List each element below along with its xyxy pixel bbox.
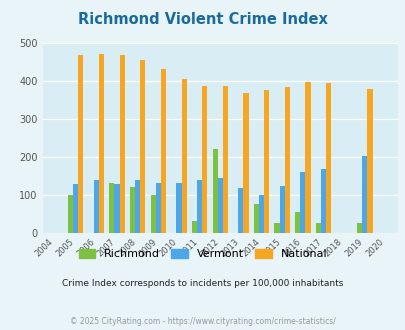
Bar bbox=[78, 55, 83, 233]
Bar bbox=[192, 221, 196, 233]
Bar bbox=[212, 149, 217, 233]
Bar bbox=[300, 172, 305, 233]
Bar bbox=[274, 223, 279, 233]
Bar bbox=[320, 169, 325, 233]
Text: © 2025 CityRating.com - https://www.cityrating.com/crime-statistics/: © 2025 CityRating.com - https://www.city… bbox=[70, 317, 335, 326]
Bar bbox=[217, 178, 222, 233]
Bar bbox=[258, 195, 264, 233]
Bar bbox=[109, 183, 114, 233]
Bar bbox=[284, 87, 289, 233]
Bar bbox=[181, 79, 186, 233]
Bar bbox=[279, 186, 284, 233]
Bar bbox=[160, 69, 166, 233]
Bar bbox=[315, 223, 320, 233]
Bar bbox=[135, 180, 140, 233]
Text: Richmond Violent Crime Index: Richmond Violent Crime Index bbox=[78, 12, 327, 26]
Bar bbox=[140, 60, 145, 233]
Bar bbox=[99, 53, 104, 233]
Bar bbox=[94, 180, 99, 233]
Bar bbox=[243, 93, 248, 233]
Bar bbox=[264, 89, 269, 233]
Legend: Richmond, Vermont, National: Richmond, Vermont, National bbox=[74, 244, 331, 263]
Bar bbox=[253, 204, 258, 233]
Bar bbox=[119, 55, 124, 233]
Bar bbox=[68, 195, 73, 233]
Bar bbox=[196, 180, 202, 233]
Bar bbox=[294, 212, 300, 233]
Bar bbox=[222, 86, 228, 233]
Bar bbox=[130, 187, 135, 233]
Bar bbox=[238, 188, 243, 233]
Bar bbox=[367, 89, 372, 233]
Bar bbox=[202, 86, 207, 233]
Text: Crime Index corresponds to incidents per 100,000 inhabitants: Crime Index corresponds to incidents per… bbox=[62, 279, 343, 288]
Bar bbox=[356, 223, 361, 233]
Bar bbox=[176, 182, 181, 233]
Bar bbox=[114, 184, 119, 233]
Bar bbox=[73, 184, 78, 233]
Bar bbox=[361, 156, 367, 233]
Bar bbox=[325, 83, 330, 233]
Bar bbox=[150, 195, 156, 233]
Bar bbox=[305, 82, 310, 233]
Bar bbox=[156, 183, 160, 233]
